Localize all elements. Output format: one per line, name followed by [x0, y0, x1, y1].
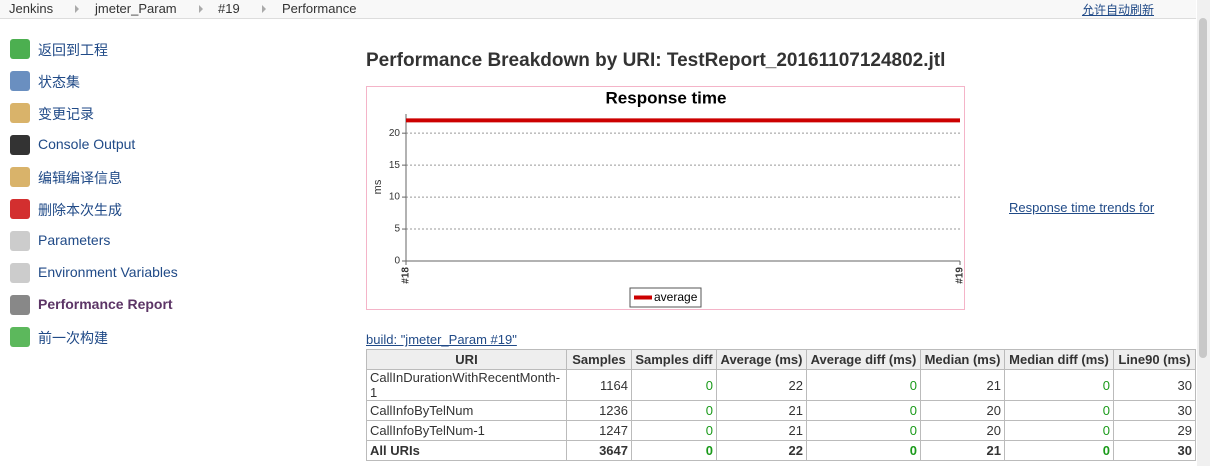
column-header: Median (ms)	[920, 349, 1005, 370]
chart: Response time ms 0 5 10 15 20 #18 #19 average	[366, 86, 966, 310]
sidebar-icon	[10, 167, 30, 187]
table-cell: 1236	[566, 400, 632, 421]
legend-label: average	[654, 290, 698, 304]
table-cell: 21	[920, 369, 1005, 401]
sidebar-link[interactable]: 前一次构建	[38, 330, 108, 346]
column-header: Samples diff	[631, 349, 717, 370]
table-cell: 0	[1004, 420, 1114, 441]
sidebar-link[interactable]: 返回到工程	[38, 42, 108, 58]
breadcrumb-bar: Jenkins jmeter_Param #19 Performance 允许自…	[0, 0, 1196, 19]
sidebar-link[interactable]: 编辑编译信息	[38, 170, 122, 186]
sidebar-icon	[10, 39, 30, 59]
y-axis-label: ms	[372, 179, 384, 194]
scrollbar[interactable]	[1197, 0, 1210, 466]
table-cell: 22	[716, 369, 807, 401]
table-cell: 0	[631, 369, 717, 401]
table-cell: 30	[1113, 440, 1196, 461]
table-row: All URIs 3647 0 22 0 21 0 30	[366, 440, 1196, 461]
sidebar-link[interactable]: 变更记录	[38, 106, 94, 122]
column-header: Samples	[566, 349, 632, 370]
table-cell: 0	[806, 440, 921, 461]
sidebar-link[interactable]: 删除本次生成	[38, 202, 122, 218]
auto-refresh-link[interactable]: 允许自动刷新	[1081, 3, 1154, 17]
y-tick-label: 0	[394, 256, 400, 267]
sidebar-icon	[10, 327, 30, 347]
sidebar-icon	[10, 199, 30, 219]
sidebar-link[interactable]: Parameters	[38, 232, 111, 248]
breadcrumb[interactable]: #19	[218, 1, 240, 16]
table-cell: 21	[716, 420, 807, 441]
separator	[75, 5, 79, 13]
sidebar-icon	[10, 263, 30, 283]
chart-title: Response time	[606, 88, 727, 107]
breadcrumb[interactable]: Performance	[282, 1, 357, 16]
separator	[199, 5, 203, 13]
table-cell: 21	[920, 440, 1005, 461]
sidebar-link[interactable]: Environment Variables	[38, 264, 178, 280]
column-header: Average diff (ms)	[806, 349, 921, 370]
table-cell: 20	[920, 420, 1005, 441]
table-row: CallInfoByTelNum-1 1247 0 21 0 20 0 29	[366, 420, 1196, 441]
heading: Performance Breakdown by URI: TestReport…	[366, 50, 946, 71]
table-cell: 20	[920, 400, 1005, 421]
breadcrumb[interactable]: jmeter_Param	[95, 1, 177, 16]
table-cell: 0	[631, 440, 717, 461]
table-cell: 0	[631, 420, 717, 441]
table-cell: 22	[716, 440, 807, 461]
table-cell: 0	[806, 369, 921, 401]
table-cell: 30	[1113, 369, 1196, 401]
sidebar-icon	[10, 231, 30, 251]
legend-box	[629, 287, 702, 308]
sidebar-link[interactable]: Console Output	[38, 136, 136, 152]
table-cell: 0	[806, 400, 921, 421]
scroll-thumb[interactable]	[1199, 18, 1207, 358]
sidebar-link[interactable]: 状态集	[38, 74, 80, 90]
table-cell: 0	[1004, 400, 1114, 421]
trend-link[interactable]: Response time trends for	[1009, 200, 1155, 215]
table-cell: 0	[806, 420, 921, 441]
build-link[interactable]: build: "jmeter_Param #19"	[366, 332, 517, 347]
x-tick-label: #18	[401, 267, 412, 284]
y-tick-label: 15	[389, 160, 401, 171]
table-cell: 1247	[566, 420, 632, 441]
sidebar-icon	[10, 71, 30, 91]
table-cell: 30	[1113, 400, 1196, 421]
table-cell: 0	[631, 400, 717, 421]
table-cell: CallInfoByTelNum	[366, 400, 567, 421]
sidebar-icon	[10, 295, 30, 315]
table-cell: 29	[1113, 420, 1196, 441]
column-header: Median diff (ms)	[1004, 349, 1114, 370]
column-header: URI	[366, 349, 567, 370]
column-header: Average (ms)	[716, 349, 807, 370]
x-tick-label: #19	[955, 267, 966, 284]
table-cell: 3647	[566, 440, 632, 461]
table-cell: 21	[716, 400, 807, 421]
table-row: CallInDurationWithRecentMonth-1 1164 0 22 0 2…	[366, 369, 1196, 401]
uri-table: URI Samples Samples diff Average (ms) Averag…	[366, 349, 1196, 461]
sidebar-icon	[10, 103, 30, 123]
table-row: CallInfoByTelNum 1236 0 21 0 20 0 30	[366, 400, 1196, 421]
sidebar-link[interactable]: Performance Report	[38, 296, 173, 312]
table-cell: 1164	[566, 369, 632, 401]
table-cell: 0	[1004, 440, 1114, 461]
table-cell: 0	[1004, 369, 1114, 401]
separator	[262, 5, 266, 13]
chart-frame	[366, 86, 965, 310]
y-tick-label: 5	[394, 224, 400, 235]
sidebar-icon	[10, 135, 30, 155]
table-cell: CallInfoByTelNum-1	[366, 420, 567, 441]
breadcrumb[interactable]: Jenkins	[9, 1, 54, 16]
table-cell: CallInDurationWithRecentMonth-1	[366, 369, 567, 401]
y-tick-label: 20	[389, 128, 401, 139]
table-cell: All URIs	[366, 440, 567, 461]
y-tick-label: 10	[389, 192, 401, 203]
column-header: Line90 (ms)	[1113, 349, 1196, 370]
